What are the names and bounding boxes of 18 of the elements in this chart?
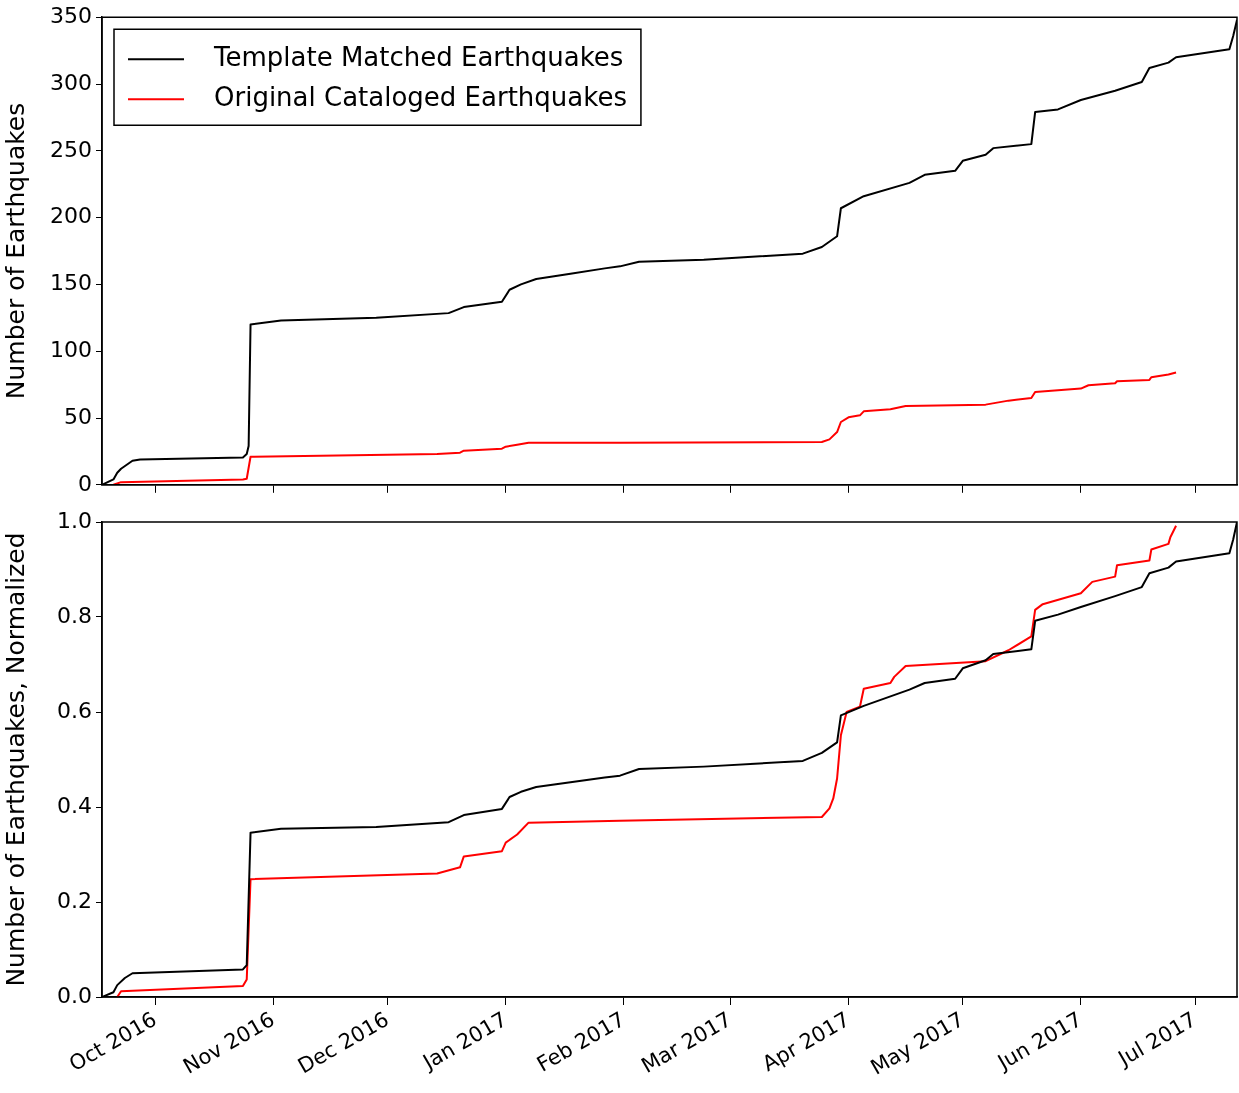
y-tick-label: 350 [50, 2, 92, 28]
y-tick-label: 0.2 [57, 887, 92, 913]
y-tick-label: 0.0 [57, 982, 92, 1008]
y-tick-label: 0 [78, 470, 92, 496]
y-tick-label: 50 [64, 403, 92, 429]
legend-label: Template Matched Earthquakes [213, 41, 624, 72]
y-tick-label: 200 [50, 203, 92, 229]
y-tick-label: 0.4 [57, 792, 92, 818]
y-tick-label: 250 [50, 136, 92, 162]
legend-label: Original Cataloged Earthquakes [214, 81, 627, 112]
y-tick-label: 1.0 [57, 507, 92, 533]
y-tick-label: 0.8 [57, 602, 92, 628]
y-axis-title: Number of Earthquakes, Normalized [0, 532, 30, 987]
y-axis-title: Number of Earthquakes [0, 102, 30, 400]
y-tick-label: 150 [50, 270, 92, 296]
y-tick-label: 300 [50, 69, 92, 95]
y-tick-label: 100 [50, 336, 92, 362]
y-tick-label: 0.6 [57, 697, 92, 723]
